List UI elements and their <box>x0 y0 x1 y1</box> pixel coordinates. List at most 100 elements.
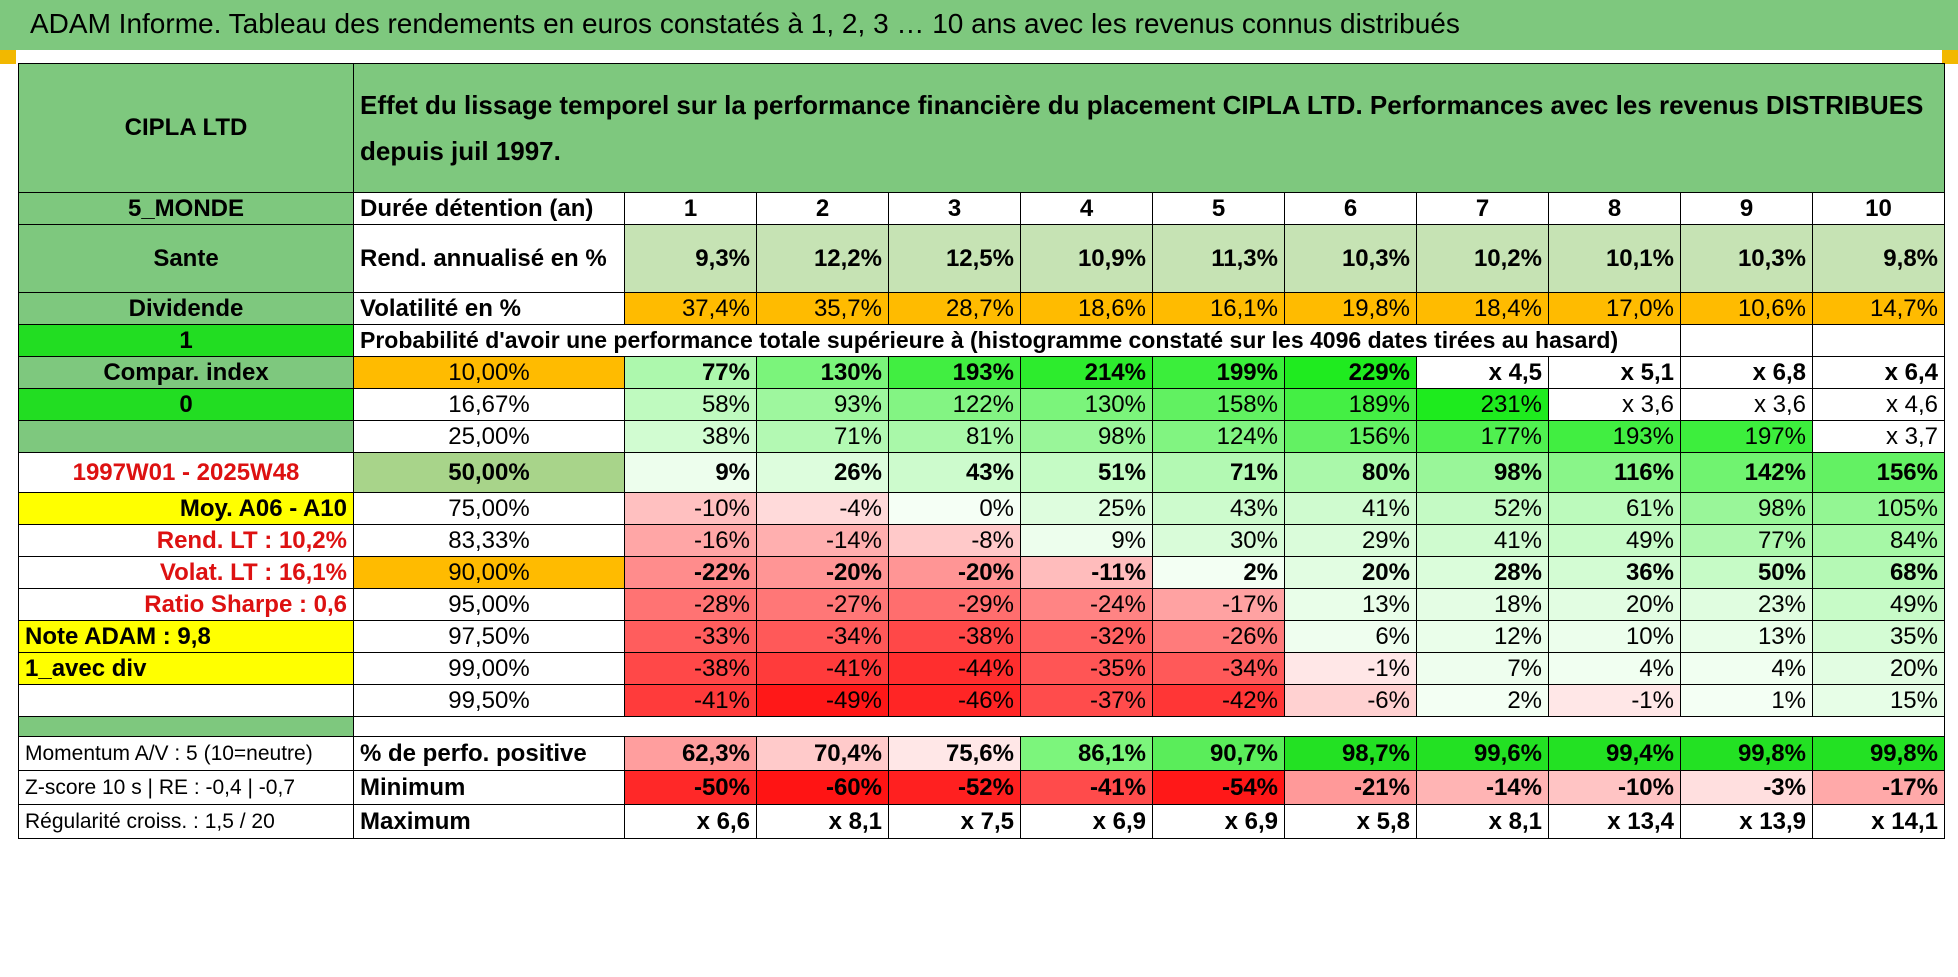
max-label: Maximum <box>353 804 625 839</box>
type-label: Dividende <box>18 292 354 325</box>
quantile-value: 49% <box>1812 588 1945 621</box>
regularite-label: Régularité croiss. : 1,5 / 20 <box>18 804 354 839</box>
quantile-label: 10,00% <box>353 356 625 389</box>
sector-label: Sante <box>18 224 354 293</box>
rend-value: 10,3% <box>1680 224 1813 293</box>
quantile-value: 193% <box>1548 420 1681 453</box>
rend-value: 10,1% <box>1548 224 1681 293</box>
max-value: x 14,1 <box>1812 804 1945 839</box>
quantile-value: x 5,1 <box>1548 356 1681 389</box>
quantile-label: 50,00% <box>353 452 625 493</box>
quantile-value: 26% <box>756 452 889 493</box>
max-value: x 6,6 <box>624 804 757 839</box>
quantile-value: -29% <box>888 588 1021 621</box>
quantile-value: 43% <box>1152 492 1285 525</box>
proba-header-row: 1 Probabilité d'avoir une performance tot… <box>18 324 1945 357</box>
rend-value: 9,8% <box>1812 224 1945 293</box>
spacer-row <box>18 716 1945 737</box>
quantile-value: -24% <box>1020 588 1153 621</box>
max-value: x 13,4 <box>1548 804 1681 839</box>
pos-label: % de perfo. positive <box>353 736 625 771</box>
quantile-value: 2% <box>1152 556 1285 589</box>
quantile-value: 25% <box>1020 492 1153 525</box>
max-value: x 5,8 <box>1284 804 1417 839</box>
year-header: 2 <box>756 192 889 225</box>
quantile-value: -20% <box>888 556 1021 589</box>
quantile-value: 98% <box>1020 420 1153 453</box>
quantile-value: 15% <box>1812 684 1945 717</box>
vol-value: 10,6% <box>1680 292 1813 325</box>
quantile-value: 51% <box>1020 452 1153 493</box>
quantile-value: 199% <box>1152 356 1285 389</box>
min-value: -14% <box>1416 770 1549 805</box>
pos-value: 62,3% <box>624 736 757 771</box>
quantile-value: 4% <box>1548 652 1681 685</box>
asset-name: CIPLA LTD <box>18 63 354 193</box>
quantile-value: 122% <box>888 388 1021 421</box>
quantile-value: 20% <box>1284 556 1417 589</box>
quantile-label: 97,50% <box>353 620 625 653</box>
quantile-value: 116% <box>1548 452 1681 493</box>
vol-label: Volatilité en % <box>353 292 625 325</box>
max-value: x 8,1 <box>756 804 889 839</box>
quantile-value: -14% <box>756 524 889 557</box>
quantile-value: 189% <box>1284 388 1417 421</box>
quantile-value: -8% <box>888 524 1021 557</box>
rend-value: 10,3% <box>1284 224 1417 293</box>
vol-row: Dividende Volatilité en % 37,4% 35,7% 28,7% 1… <box>18 292 1945 325</box>
quantile-value: 9% <box>624 452 757 493</box>
quantile-value: 13% <box>1680 620 1813 653</box>
quantile-value: 71% <box>756 420 889 453</box>
year-header: 6 <box>1284 192 1417 225</box>
rend-label: Rend. annualisé en % <box>353 224 625 293</box>
max-value: x 6,9 <box>1020 804 1153 839</box>
quantile-value: 18% <box>1416 588 1549 621</box>
quantile-row: 1_avec div 99,00% -38% -41% -44% -35% -34% -1% 7… <box>18 652 1945 685</box>
spacer-cell <box>353 716 1945 737</box>
quantile-value: x 6,8 <box>1680 356 1813 389</box>
quantile-value: -34% <box>756 620 889 653</box>
year-header: 5 <box>1152 192 1285 225</box>
rend-value: 10,2% <box>1416 224 1549 293</box>
performance-table: CIPLA LTD Effet du lissage temporel sur l… <box>18 63 1945 839</box>
quantile-row: Note ADAM : 9,8 97,50% -33% -34% -38% -32% -26… <box>18 620 1945 653</box>
rend-value: 9,3% <box>624 224 757 293</box>
pos-value: 86,1% <box>1020 736 1153 771</box>
vol-value: 14,7% <box>1812 292 1945 325</box>
empty-cell <box>18 420 354 453</box>
spacer-cell <box>18 716 354 737</box>
rend-lt-label: Rend. LT : 10,2% <box>18 524 354 557</box>
quantile-value: 28% <box>1416 556 1549 589</box>
corner-marker-right <box>1942 50 1958 64</box>
quantile-value: 193% <box>888 356 1021 389</box>
quantile-value: -44% <box>888 652 1021 685</box>
quantile-value: 77% <box>624 356 757 389</box>
duree-label: Durée détention (an) <box>353 192 625 225</box>
quantile-value: 68% <box>1812 556 1945 589</box>
pos-value: 99,4% <box>1548 736 1681 771</box>
quantile-value: 41% <box>1284 492 1417 525</box>
flag-one: 1 <box>18 324 354 357</box>
moy-label: Moy. A06 - A10 <box>18 492 354 525</box>
max-value: x 6,9 <box>1152 804 1285 839</box>
vol-value: 35,7% <box>756 292 889 325</box>
quantile-value: 20% <box>1548 588 1681 621</box>
quantile-value: x 3,6 <box>1548 388 1681 421</box>
vol-value: 18,4% <box>1416 292 1549 325</box>
year-header: 7 <box>1416 192 1549 225</box>
max-value: x 13,9 <box>1680 804 1813 839</box>
volat-lt-label: Volat. LT : 16,1% <box>18 556 354 589</box>
quantile-value: 231% <box>1416 388 1549 421</box>
quantile-label: 99,00% <box>353 652 625 685</box>
quantile-label: 99,50% <box>353 684 625 717</box>
period-label: 1997W01 - 2025W48 <box>18 452 354 493</box>
quantile-value: -46% <box>888 684 1021 717</box>
quantile-row: Ratio Sharpe : 0,6 95,00% -28% -27% -29% -24%… <box>18 588 1945 621</box>
min-value: -10% <box>1548 770 1681 805</box>
min-value: -3% <box>1680 770 1813 805</box>
zscore-label: Z-score 10 s | RE : -0,4 | -0,7 <box>18 770 354 805</box>
quantile-value: 61% <box>1548 492 1681 525</box>
quantile-value: 93% <box>756 388 889 421</box>
quantile-row: 25,00% 38% 71% 81% 98% 124% 156% 177% 193% 197% x … <box>18 420 1945 453</box>
quantile-value: -4% <box>756 492 889 525</box>
